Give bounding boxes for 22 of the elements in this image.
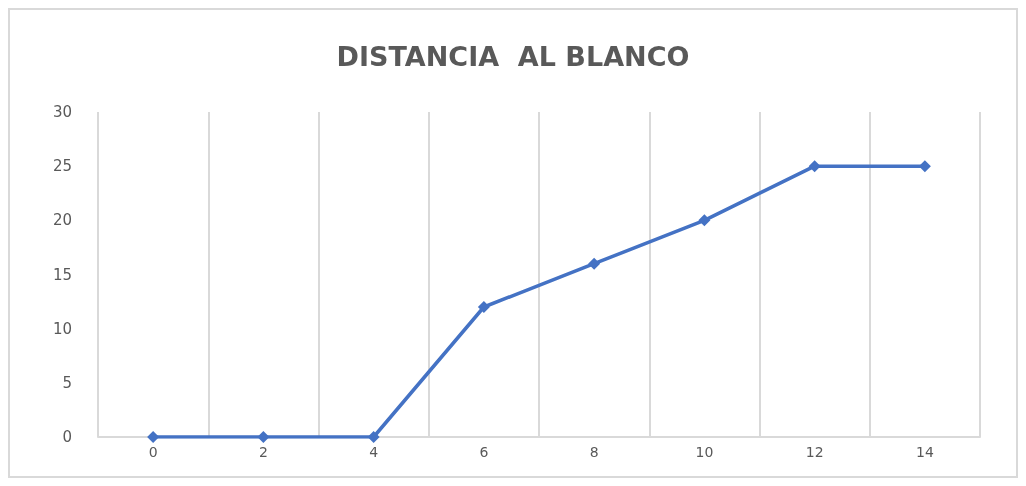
point: [588, 257, 601, 270]
x-tick-label: 2: [258, 444, 268, 460]
x-tick-label: 8: [589, 444, 599, 460]
x-tick-label: 12: [805, 444, 824, 460]
point: [367, 431, 380, 443]
y-tick-label: 20: [52, 211, 72, 230]
chart-title: DISTANCIA AL BLANCO: [336, 41, 690, 72]
y-tick-label: 15: [52, 265, 72, 284]
point: [257, 431, 270, 443]
y-tick-label: 10: [52, 319, 72, 338]
point: [808, 160, 821, 173]
x-tick-label: 4: [369, 444, 379, 460]
point: [477, 301, 490, 313]
x-tick-label: 6: [479, 444, 489, 460]
point: [698, 214, 711, 227]
y-tick-label: 5: [62, 373, 72, 392]
x-tick-label: 10: [695, 444, 714, 460]
y-tick-label: 25: [52, 157, 72, 176]
y-tick-label: 30: [52, 103, 72, 121]
x-tick-label: 14: [915, 444, 934, 460]
x-tick-label: 0: [148, 444, 158, 460]
y-tick-label: 0: [62, 428, 72, 446]
